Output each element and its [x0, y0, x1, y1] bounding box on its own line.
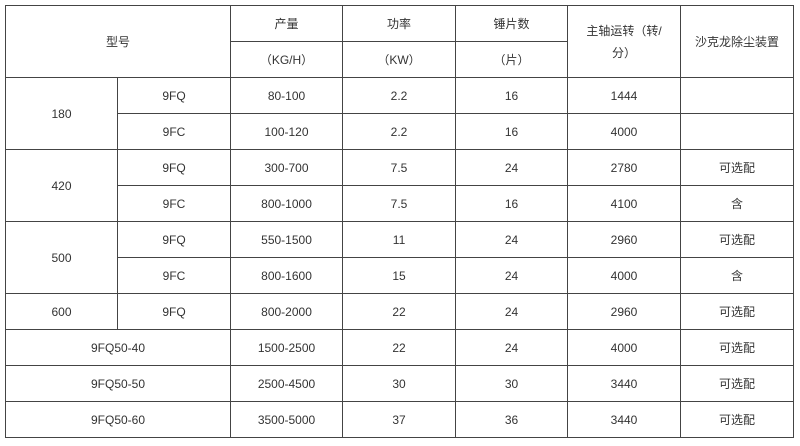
model-cell: 180 [5, 77, 118, 150]
submodel-cell: 9FQ [116, 293, 232, 330]
output-cell: 3500-5000 [230, 401, 344, 438]
power-cell: 30 [342, 365, 457, 402]
table-row: 9FC 100-120 2.2 16 4000 [6, 113, 795, 150]
power-cell: 22 [342, 329, 457, 366]
table-row: 500 9FQ 550-1500 11 24 2960 可选配 [5, 221, 795, 294]
hammers-cell: 30 [455, 365, 569, 402]
header-spindle: 主轴运转（转/分） [567, 5, 682, 78]
spec-table: 型号 产量 功率 锤片数 主轴运转（转/分） 沙克龙除尘装置 （KG/H） （K… [4, 5, 795, 438]
hammers-cell: 24 [455, 149, 569, 186]
rpm-cell: 2960 [567, 293, 682, 330]
cyclone-cell: 含 [680, 257, 795, 294]
table-row: 9FC 800-1600 15 24 4000 含 [6, 257, 795, 294]
submodel-cell: 9FC [116, 257, 232, 294]
submodel-cell: 9FC [116, 113, 232, 150]
rpm-cell: 4100 [567, 185, 682, 222]
header-power: 功率 [342, 5, 457, 42]
header-unit-row: （KG/H） （KW） （片） [6, 41, 794, 78]
header-model: 型号 [4, 5, 232, 78]
rpm-cell: 1444 [567, 77, 682, 114]
power-cell: 15 [342, 257, 457, 294]
hammers-cell: 16 [455, 113, 569, 150]
hammers-cell: 36 [455, 401, 569, 438]
output-cell: 800-1000 [230, 185, 344, 222]
header-hammers: 锤片数 [455, 5, 569, 42]
header-cyclone: 沙克龙除尘装置 [680, 5, 795, 78]
model-cell: 9FQ50-50 [4, 365, 232, 402]
power-cell: 11 [342, 221, 457, 258]
output-cell: 80-100 [230, 77, 344, 114]
cyclone-cell: 可选配 [680, 401, 795, 438]
table-row: 9FQ50-50 2500-4500 30 30 3440 可选配 [4, 365, 795, 402]
model-cell: 9FQ50-40 [4, 329, 232, 366]
cyclone-cell [680, 113, 795, 150]
model-cell: 420 [5, 149, 118, 222]
model-cell: 500 [5, 221, 118, 294]
header-hammers-unit: （片） [455, 41, 569, 78]
table-row: 9FC 800-1000 7.5 16 4100 含 [6, 185, 795, 222]
submodel-cell: 9FC [116, 185, 232, 222]
power-cell: 7.5 [342, 185, 457, 222]
header-output-unit: （KG/H） [230, 41, 344, 78]
hammers-cell: 24 [455, 221, 569, 258]
output-cell: 1500-2500 [230, 329, 344, 366]
output-cell: 550-1500 [230, 221, 344, 258]
cyclone-cell: 可选配 [680, 149, 795, 186]
cyclone-cell [680, 77, 795, 114]
cyclone-cell: 可选配 [680, 293, 795, 330]
cyclone-cell: 可选配 [680, 365, 795, 402]
hammers-cell: 24 [455, 293, 569, 330]
cyclone-cell: 可选配 [680, 221, 795, 258]
submodel-cell: 9FQ [116, 221, 232, 258]
hammers-cell: 16 [455, 77, 569, 114]
power-cell: 2.2 [342, 113, 457, 150]
rpm-cell: 3440 [567, 365, 682, 402]
table-row: 180 9FQ 80-100 2.2 16 1444 [5, 77, 795, 150]
header-output: 产量 [230, 5, 344, 42]
output-cell: 800-1600 [230, 257, 344, 294]
submodel-cell: 9FQ [116, 149, 232, 186]
power-cell: 22 [342, 293, 457, 330]
table-row: 600 9FQ 800-2000 22 24 2960 可选配 [5, 293, 795, 330]
rpm-cell: 4000 [567, 113, 682, 150]
rpm-cell: 3440 [567, 401, 682, 438]
output-cell: 800-2000 [230, 293, 344, 330]
submodel-cell: 9FQ [116, 77, 232, 114]
power-cell: 7.5 [342, 149, 457, 186]
cyclone-cell: 可选配 [680, 329, 795, 366]
model-cell: 9FQ50-60 [4, 401, 232, 438]
table-row: 9FQ50-60 3500-5000 37 36 3440 可选配 [4, 401, 795, 438]
hammers-cell: 24 [455, 257, 569, 294]
hammers-cell: 24 [455, 329, 569, 366]
power-cell: 37 [342, 401, 457, 438]
table-row: 420 9FQ 300-700 7.5 24 2780 可选配 [5, 149, 795, 222]
header-row: 型号 产量 功率 锤片数 主轴运转（转/分） 沙克龙除尘装置 [4, 5, 795, 78]
table-row: 9FQ50-40 1500-2500 22 24 4000 可选配 [4, 329, 795, 366]
hammers-cell: 16 [455, 185, 569, 222]
model-cell: 600 [5, 293, 118, 330]
output-cell: 100-120 [230, 113, 344, 150]
rpm-cell: 2780 [567, 149, 682, 186]
power-cell: 2.2 [342, 77, 457, 114]
rpm-cell: 4000 [567, 257, 682, 294]
cyclone-cell: 含 [680, 185, 795, 222]
rpm-cell: 4000 [567, 329, 682, 366]
header-power-unit: （KW） [342, 41, 457, 78]
rpm-cell: 2960 [567, 221, 682, 258]
output-cell: 300-700 [230, 149, 344, 186]
output-cell: 2500-4500 [230, 365, 344, 402]
